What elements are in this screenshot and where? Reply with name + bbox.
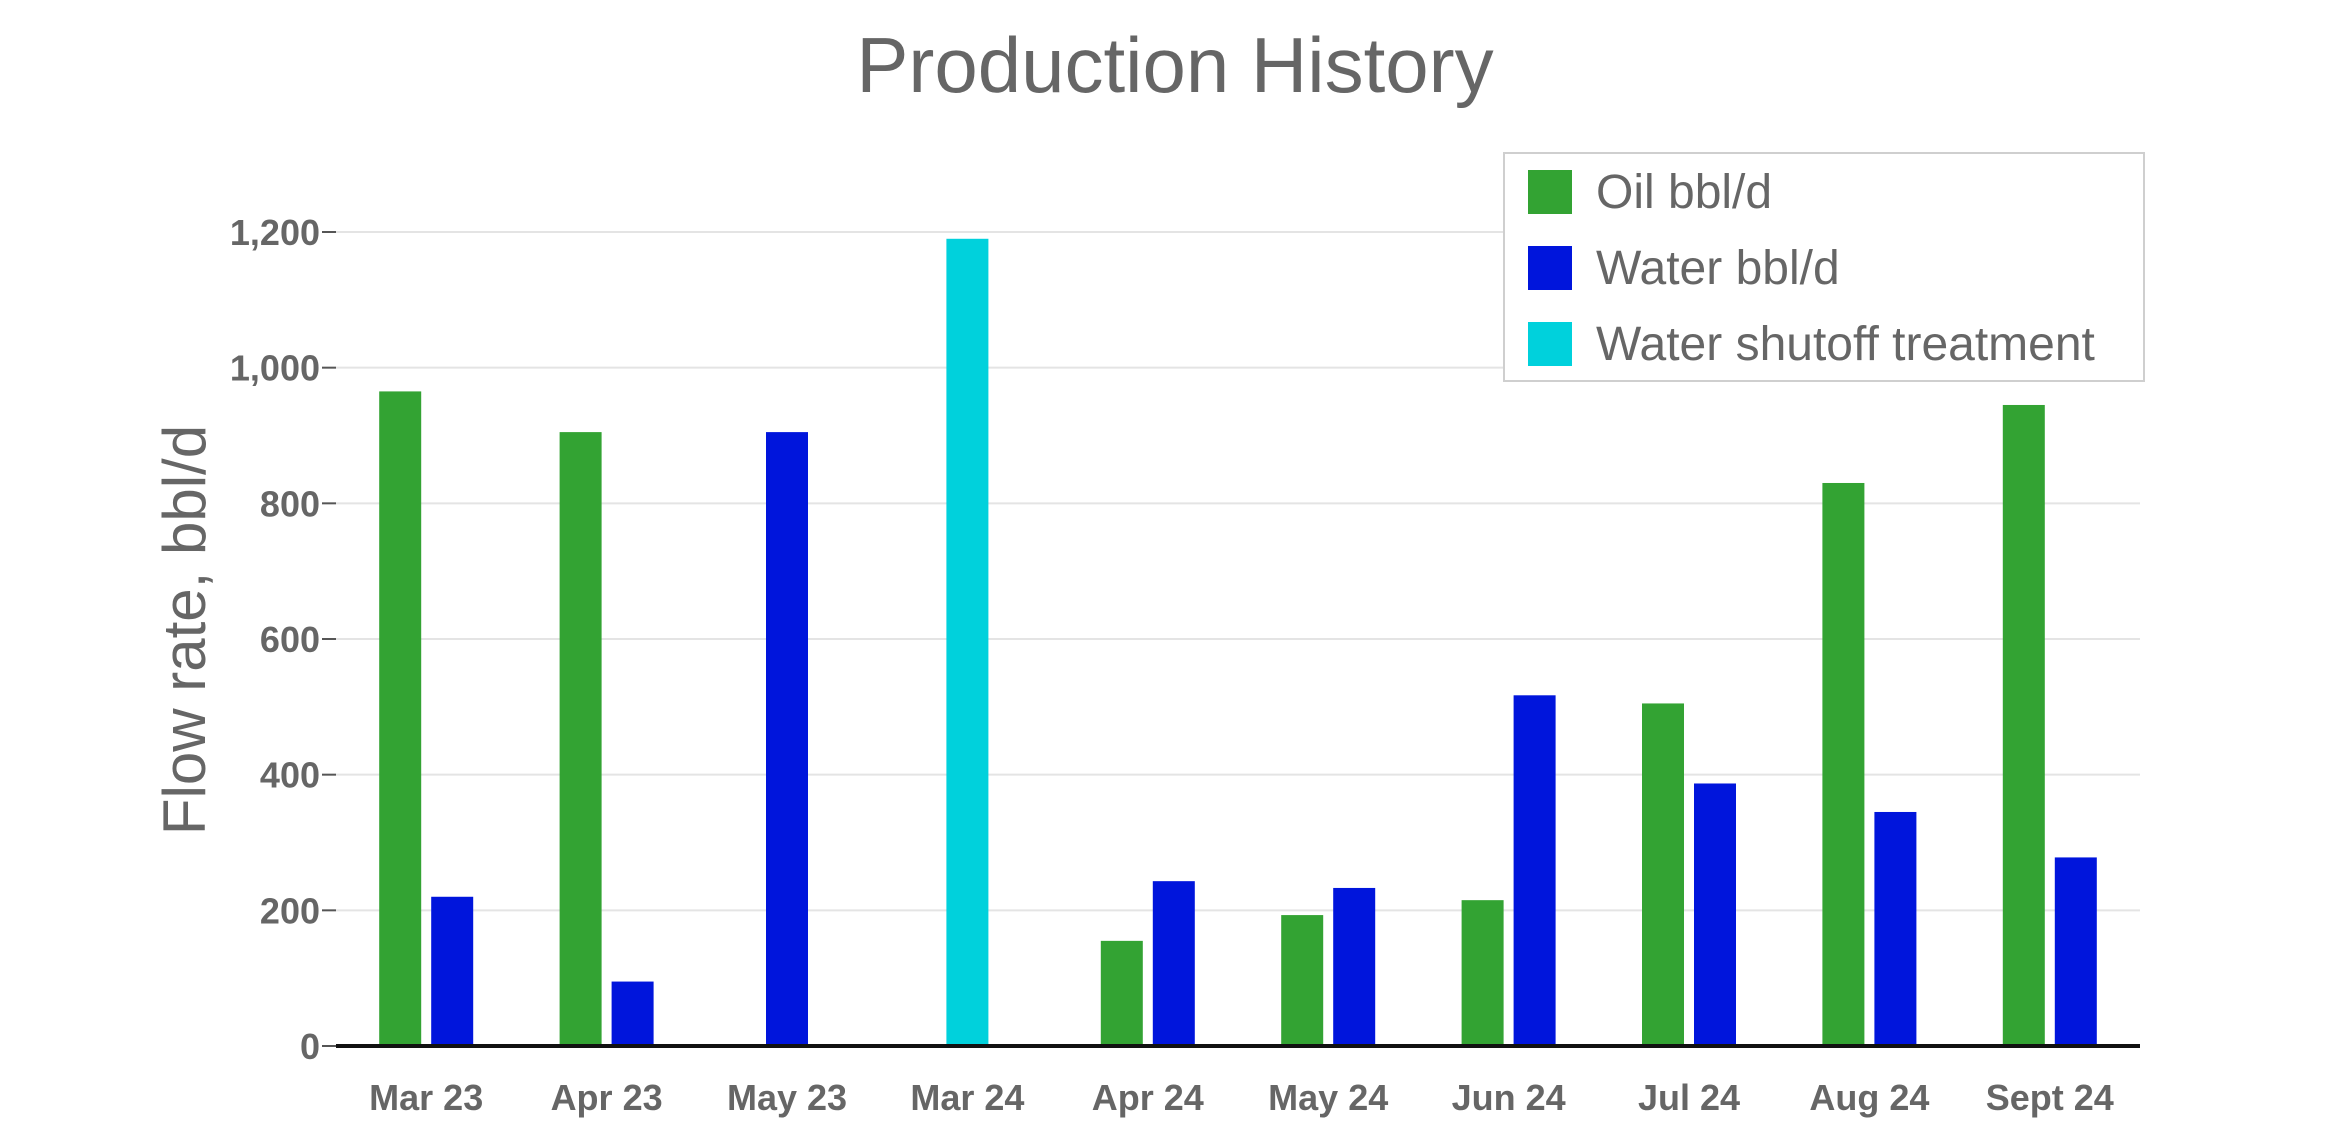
bar-water-bbl-d-sept-24	[2054, 857, 2097, 1046]
x-tick-label: Mar 23	[369, 1077, 483, 1118]
bar-water-bbl-d-may-23	[766, 432, 808, 1046]
legend-swatch-water-bbl-d	[1528, 246, 1572, 290]
x-tick-label: May 24	[1268, 1077, 1388, 1118]
bar-oil-bbl-d-jul-24	[1642, 703, 1684, 1046]
chart-title: Production History	[856, 21, 1493, 109]
y-tick-label: 0	[300, 1026, 320, 1067]
bar-water-bbl-d-may-24	[1333, 887, 1376, 1046]
y-tick-label: 1,200	[230, 212, 320, 253]
y-tick-label: 200	[260, 890, 320, 931]
bar-water-bbl-d-mar-23	[431, 896, 474, 1046]
legend-label-water-bbl-d: Water bbl/d	[1596, 242, 1840, 295]
y-tick-label: 1,000	[230, 348, 320, 389]
bar-oil-bbl-d-sept-24	[2002, 404, 2045, 1047]
x-tick-label: Jul 24	[1638, 1077, 1740, 1118]
bar-oil-bbl-d-jun-24	[1461, 900, 1504, 1046]
x-tick-label: Apr 24	[1092, 1077, 1204, 1118]
bar-oil-bbl-d-apr-23	[559, 432, 602, 1046]
y-axis-label: Flow rate, bbl/d	[151, 425, 218, 835]
legend: Oil bbl/d Water bbl/d Water shutoff treatm…	[1503, 152, 2145, 382]
bar-oil-bbl-d-may-24	[1281, 915, 1324, 1046]
legend-label-water-shutoff-treatment: Water shutoff treatment	[1596, 318, 2095, 371]
x-tick-label: Mar 24	[910, 1077, 1024, 1118]
x-tick-label: Apr 23	[551, 1077, 663, 1118]
bar-water-bbl-d-apr-24	[1152, 881, 1195, 1046]
bars	[379, 238, 2097, 1047]
legend-swatch-water-shutoff-treatment	[1528, 322, 1572, 366]
legend-swatch-oil-bbl-d	[1528, 170, 1572, 214]
y-tick-label: 800	[260, 483, 320, 524]
y-axis-ticks: 0 200 400 600 800 1,000 1,200	[230, 212, 336, 1067]
y-tick-label: 600	[260, 619, 320, 660]
bar-water-shutoff-treatment-mar-24	[946, 238, 989, 1047]
bar-water-bbl-d-jul-24	[1694, 783, 1736, 1046]
x-tick-label: Aug 24	[1809, 1077, 1929, 1118]
x-tick-label: Jun 24	[1452, 1077, 1566, 1118]
x-tick-label: May 23	[727, 1077, 847, 1118]
bar-oil-bbl-d-apr-24	[1100, 940, 1143, 1046]
bar-oil-bbl-d-mar-23	[379, 391, 422, 1046]
bar-oil-bbl-d-aug-24	[1822, 482, 1865, 1046]
bar-water-bbl-d-jun-24	[1513, 695, 1556, 1046]
legend-box	[1503, 152, 2145, 382]
bar-water-bbl-d-apr-23	[611, 981, 654, 1046]
x-axis-ticks: Mar 23 Apr 23 May 23 Mar 24 Apr 24 May 24 Jun …	[369, 1077, 2114, 1118]
x-tick-label: Sept 24	[1986, 1077, 2114, 1118]
y-tick-label: 400	[260, 755, 320, 796]
bar-water-bbl-d-aug-24	[1874, 811, 1917, 1046]
legend-label-oil-bbl-d: Oil bbl/d	[1596, 166, 1772, 219]
